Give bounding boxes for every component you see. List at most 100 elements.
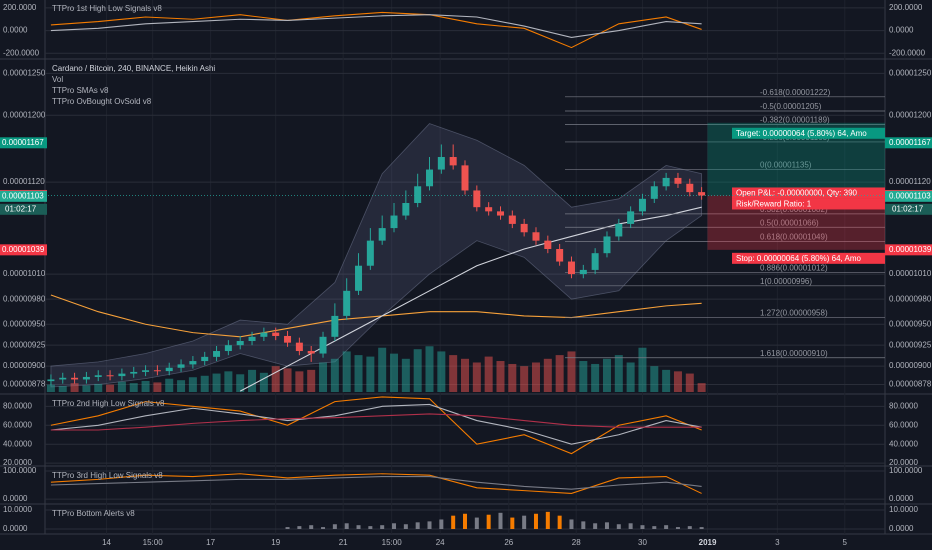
oscillator-line [50, 473, 702, 494]
volume-bar [662, 369, 671, 392]
open-pnl-label-bg [732, 187, 885, 199]
countdown-badge [885, 203, 932, 215]
cloud-band [50, 123, 703, 388]
y-tick-label: 0.00001200 [889, 110, 932, 119]
y-tick-label-left: 0.00000900 [3, 361, 46, 370]
candle-body [674, 177, 682, 184]
y-tick-label-left: 0.0000 [3, 524, 28, 533]
alert-bar [403, 524, 408, 529]
candle-body [650, 186, 658, 199]
candle-body [556, 248, 564, 262]
volume-bar [212, 373, 221, 392]
candle-body [284, 335, 292, 343]
y-tick-label: 0.00000925 [889, 340, 932, 349]
y-tick-label-left: 0.00001120 [3, 177, 45, 186]
price-badge [885, 190, 932, 202]
candle-body [698, 192, 706, 196]
fib-label: -0.5(0.00001205) [760, 102, 822, 111]
candle-body [130, 371, 138, 374]
oscillator-line [50, 403, 702, 445]
candle-body [638, 198, 646, 212]
alert-bar [640, 525, 645, 529]
candle-body [627, 211, 635, 224]
volume-bar [259, 372, 268, 392]
y-tick-label-left: 10.0000 [3, 505, 32, 514]
volume-bar [520, 366, 529, 392]
alert-bar [510, 517, 515, 529]
candle-body [236, 340, 244, 346]
y-tick-label: 0.0000 [889, 524, 914, 533]
y-tick-label: 0.00000980 [889, 294, 932, 303]
volume-bar [236, 374, 245, 392]
fib-label: 1.618(0.00000910) [760, 349, 828, 358]
candle-body [71, 377, 79, 380]
alert-bar [439, 519, 444, 529]
volume-bar [650, 366, 659, 392]
volume-bar [543, 358, 552, 392]
candle-body [390, 215, 398, 229]
candle-body [508, 215, 516, 224]
volume-bar [94, 383, 103, 392]
y-tick-label-left: 0.00000950 [3, 319, 46, 328]
volume-bar [472, 362, 481, 392]
candle-body [331, 315, 339, 337]
y-tick-label-left: 0.0000 [3, 26, 28, 35]
x-tick-label: 19 [271, 538, 280, 547]
candle-body [142, 370, 150, 372]
legend-text: TTPro OvBought OvSold v8 [52, 97, 152, 106]
volume-bar [153, 382, 162, 392]
volume-bar [449, 355, 458, 392]
countdown-label: 01:02:17 [5, 204, 37, 213]
price-badge [0, 137, 47, 149]
alert-bar [368, 526, 373, 529]
y-tick-label: 0.00000878 [889, 380, 932, 389]
x-tick-label: 17 [206, 538, 215, 547]
volume-bar [319, 362, 328, 392]
alert-bar [581, 521, 586, 529]
alert-bar [463, 513, 467, 529]
candle-body [47, 379, 55, 382]
alert-bar [569, 519, 574, 529]
alert-bar [616, 524, 621, 529]
alert-bar [285, 527, 290, 529]
y-tick-label-left: 0.0000 [3, 494, 28, 503]
volume-bar [401, 358, 410, 392]
volume-bar [283, 368, 292, 392]
candle-body [307, 351, 315, 354]
x-tick-label: 2019 [699, 538, 717, 547]
alert-bar [675, 527, 680, 529]
legend-text: Cardano / Bitcoin, 240, BINANCE, Heikin … [52, 64, 215, 73]
volume-bar [330, 358, 339, 392]
candle-body [59, 377, 67, 380]
candle-body [662, 177, 670, 187]
y-tick-label: -200.0000 [889, 48, 926, 57]
x-tick-label: 15:00 [143, 538, 164, 547]
volume-bar [295, 371, 304, 392]
y-tick-label: 0.00001010 [889, 269, 932, 278]
candle-body [319, 336, 327, 354]
x-tick-label: 26 [504, 538, 513, 547]
candle-body [189, 361, 197, 365]
alert-bar [344, 523, 349, 529]
y-tick-label: 20.0000 [889, 458, 918, 467]
oscillator-line [50, 14, 702, 38]
price-badge [885, 244, 932, 256]
candle-body [224, 345, 232, 352]
oscillator-line [50, 413, 702, 431]
y-tick-label: 0.0000 [889, 26, 914, 35]
countdown-badge [0, 203, 47, 215]
volume-bar [58, 386, 67, 392]
volume-bar [106, 384, 115, 392]
candle-body [165, 367, 173, 372]
alert-bar [415, 522, 420, 529]
x-tick-label: 3 [775, 538, 780, 547]
fib-label: 0.886(0.00001012) [760, 264, 828, 273]
volume-bar [390, 353, 399, 392]
oscillator-line [50, 476, 702, 490]
volume-bar [413, 349, 422, 392]
fib-label: 0(0.00001135) [760, 161, 812, 170]
pane-title: TTPro 2nd High Low Signals v8 [52, 399, 165, 408]
price-badge-label: 0.00001167 [889, 138, 931, 147]
alert-bar [664, 525, 669, 529]
